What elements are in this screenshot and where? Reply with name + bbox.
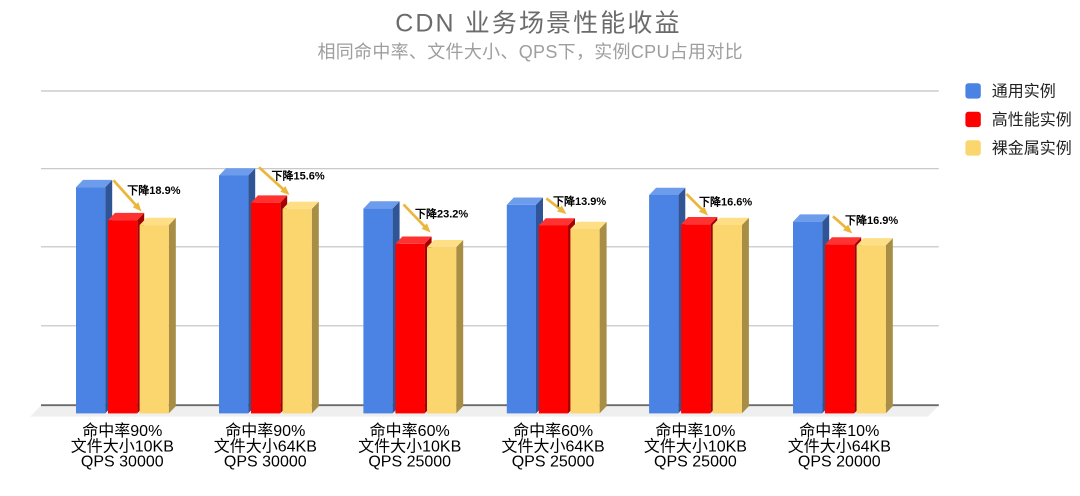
svg-text:命中率10%: 命中率10% <box>799 422 879 440</box>
svg-text:命中率10%: 命中率10% <box>655 422 735 440</box>
svg-text:下降16.9%: 下降16.9% <box>845 213 898 227</box>
svg-text:QPS 30000: QPS 30000 <box>224 454 307 471</box>
svg-text:下降13.9%: 下降13.9% <box>553 194 606 208</box>
svg-text:CDN 业务场景性能收益: CDN 业务场景性能收益 <box>395 9 681 37</box>
svg-text:文件大小64KB: 文件大小64KB <box>788 437 891 455</box>
svg-text:下降23.2%: 下降23.2% <box>415 207 468 221</box>
svg-text:QPS 25000: QPS 25000 <box>512 454 595 471</box>
svg-text:下降16.6%: 下降16.6% <box>699 195 752 209</box>
svg-text:相同命中率、文件大小、QPS下，实例CPU占用对比: 相同命中率、文件大小、QPS下，实例CPU占用对比 <box>317 42 743 62</box>
svg-text:高性能实例: 高性能实例 <box>992 111 1072 129</box>
svg-text:文件大小64KB: 文件大小64KB <box>214 437 317 455</box>
svg-text:下降15.6%: 下降15.6% <box>272 169 325 183</box>
svg-text:命中率90%: 命中率90% <box>82 422 162 440</box>
svg-text:命中率60%: 命中率60% <box>370 422 450 440</box>
svg-text:下降18.9%: 下降18.9% <box>127 183 180 197</box>
svg-text:QPS 25000: QPS 25000 <box>368 454 451 471</box>
svg-text:QPS 25000: QPS 25000 <box>654 454 737 471</box>
svg-text:文件大小10KB: 文件大小10KB <box>358 437 461 455</box>
svg-text:文件大小10KB: 文件大小10KB <box>71 437 174 455</box>
svg-text:通用实例: 通用实例 <box>992 83 1056 101</box>
svg-text:命中率90%: 命中率90% <box>225 422 305 440</box>
svg-text:命中率60%: 命中率60% <box>513 422 593 440</box>
svg-text:文件大小64KB: 文件大小64KB <box>502 437 605 455</box>
svg-text:文件大小10KB: 文件大小10KB <box>644 437 747 455</box>
svg-text:QPS 30000: QPS 30000 <box>81 454 164 471</box>
svg-text:QPS 20000: QPS 20000 <box>798 454 881 471</box>
svg-text:裸金属实例: 裸金属实例 <box>992 140 1072 158</box>
